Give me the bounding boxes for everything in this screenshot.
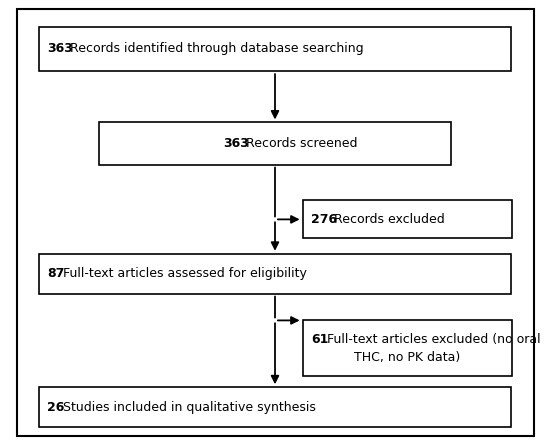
Text: 87: 87 (47, 267, 64, 280)
Text: THC, no PK data): THC, no PK data) (354, 351, 460, 364)
Text: Records identified through database searching: Records identified through database sear… (66, 42, 364, 56)
FancyBboxPatch shape (99, 122, 451, 165)
Text: 276: 276 (311, 213, 337, 226)
FancyBboxPatch shape (16, 9, 534, 436)
FancyBboxPatch shape (39, 27, 512, 71)
Text: Full-text articles excluded (no oral: Full-text articles excluded (no oral (323, 333, 541, 346)
FancyBboxPatch shape (302, 320, 512, 376)
Text: 26: 26 (47, 400, 64, 414)
FancyBboxPatch shape (39, 387, 512, 427)
Text: Studies included in qualitative synthesis: Studies included in qualitative synthesi… (59, 400, 316, 414)
Text: Full-text articles assessed for eligibility: Full-text articles assessed for eligibil… (59, 267, 307, 280)
FancyBboxPatch shape (302, 200, 512, 238)
Text: 363: 363 (223, 137, 249, 150)
FancyBboxPatch shape (39, 254, 512, 294)
Text: 363: 363 (47, 42, 73, 56)
Text: Records screened: Records screened (242, 137, 358, 150)
Text: 61: 61 (311, 333, 328, 346)
Text: Records excluded: Records excluded (330, 213, 444, 226)
